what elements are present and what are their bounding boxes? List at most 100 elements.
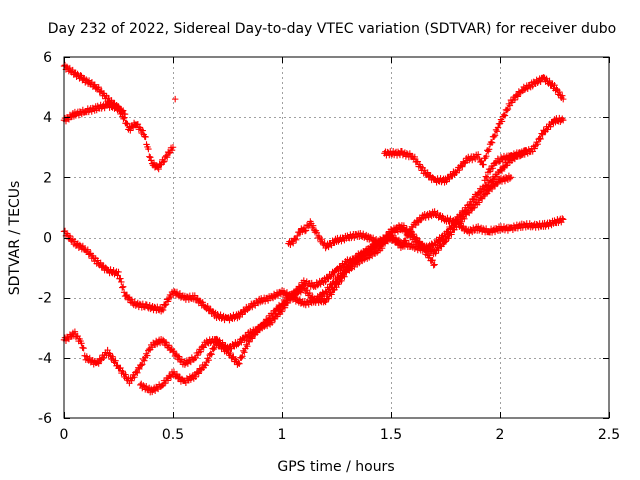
data-point: [482, 173, 490, 180]
data-point: [480, 161, 487, 168]
data-point: [470, 195, 477, 203]
data-point: [501, 112, 509, 119]
data-point: [227, 349, 234, 357]
data-point: [461, 215, 468, 222]
data-point: [335, 267, 342, 275]
data-point: [324, 274, 331, 282]
data-point: [139, 127, 146, 134]
data-point: [471, 204, 478, 211]
data-point: [308, 294, 315, 301]
data-point: [531, 145, 538, 152]
series-sat-c: [60, 208, 567, 324]
data-point: [244, 343, 251, 350]
data-point: [109, 353, 116, 360]
data-point: [341, 273, 348, 280]
data-point: [488, 139, 496, 146]
data-point: [410, 230, 417, 238]
data-point: [249, 335, 256, 342]
data-point: [95, 360, 102, 367]
data-point: [173, 288, 181, 296]
data-point: [214, 338, 221, 345]
data-point: [507, 174, 515, 181]
data-point: [483, 174, 491, 182]
data-point: [290, 240, 297, 247]
data-point: [411, 153, 418, 161]
data-point: [306, 289, 313, 297]
data-point: [191, 292, 198, 299]
data-point: [104, 346, 111, 354]
data-point: [493, 128, 501, 135]
data-point: [511, 96, 519, 103]
y-tick-label: 2: [43, 170, 52, 186]
data-point: [161, 302, 169, 309]
data-point: [117, 275, 124, 282]
data-point: [448, 231, 455, 238]
data-point: [127, 127, 134, 134]
data-point: [197, 348, 204, 355]
data-point: [560, 216, 567, 223]
data-point: [164, 298, 172, 305]
data-point: [170, 288, 178, 295]
data-point: [423, 248, 430, 256]
data-point: [161, 158, 168, 165]
data-point: [271, 293, 279, 300]
data-point: [199, 299, 206, 306]
data-point: [80, 345, 87, 352]
data-point: [475, 199, 483, 206]
data-point: [139, 300, 147, 308]
data-point: [302, 227, 310, 234]
data-point: [274, 306, 282, 314]
data-point: [556, 88, 563, 96]
data-point: [78, 340, 85, 347]
data-point: [534, 140, 541, 148]
data-point: [429, 256, 436, 264]
x-tick-label: 2: [496, 427, 505, 443]
data-point: [381, 236, 389, 244]
data-point: [424, 169, 431, 176]
data-point: [322, 278, 329, 285]
data-point: [426, 252, 433, 259]
data-point: [431, 239, 438, 247]
x-tick-label: 0.5: [162, 427, 184, 443]
data-point: [430, 262, 437, 269]
data-point: [458, 218, 465, 226]
data-point: [155, 165, 162, 173]
series-sat-d: [60, 114, 567, 387]
data-point: [159, 306, 167, 314]
data-point: [120, 115, 127, 123]
data-point: [160, 158, 167, 166]
data-point: [445, 235, 452, 242]
data-point: [83, 353, 90, 360]
data-point: [559, 215, 566, 222]
data-point: [119, 107, 127, 114]
data-point: [163, 152, 170, 160]
data-point: [175, 374, 183, 381]
data-point: [483, 153, 490, 160]
data-point: [506, 175, 514, 182]
data-point: [340, 271, 347, 279]
series-sat-f: [285, 218, 438, 269]
data-point: [99, 263, 106, 270]
data-point: [391, 229, 399, 236]
data-point: [514, 93, 522, 100]
data-point: [560, 116, 567, 124]
data-point: [488, 185, 496, 193]
data-point: [150, 159, 158, 166]
data-point: [95, 83, 102, 91]
data-point: [487, 138, 495, 146]
data-point: [122, 371, 129, 378]
data-point: [302, 301, 309, 309]
data-point: [559, 115, 566, 122]
chart-title: Day 232 of 2022, Sidereal Day-to-day VTE…: [48, 21, 616, 37]
data-point: [166, 372, 174, 379]
data-point: [426, 172, 433, 180]
data-point: [560, 95, 567, 103]
data-point: [489, 165, 497, 172]
data-points: [60, 61, 567, 396]
data-point: [139, 361, 146, 368]
data-point: [345, 266, 352, 274]
y-tick-label: -2: [38, 291, 52, 307]
data-point: [100, 354, 107, 362]
data-point: [118, 278, 125, 286]
data-point: [547, 123, 554, 130]
